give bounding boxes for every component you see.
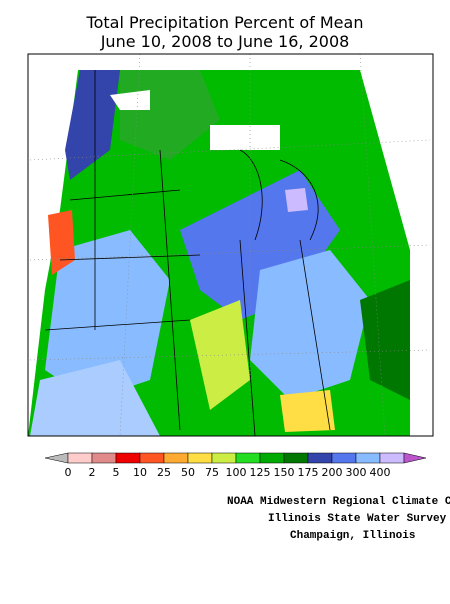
precip-region: [250, 250, 370, 400]
legend-swatch: [283, 452, 309, 464]
legend-label: 100: [226, 466, 247, 479]
no-data: [210, 125, 280, 150]
legend-swatch: [331, 452, 357, 464]
legend-swatch: [307, 452, 333, 464]
legend-label: 50: [181, 466, 195, 479]
legend-label: 200: [322, 466, 343, 479]
color-legend: 0 2 5 10 25 50 75 100 125 150 175 200 300 400: [44, 452, 427, 479]
map-subtitle: June 10, 2008 to June 16, 2008: [100, 32, 350, 51]
legend-label: 5: [113, 466, 120, 479]
credit: Illinois State Water Survey: [268, 513, 447, 525]
legend-swatch: [187, 452, 213, 464]
precip-region: [65, 70, 120, 180]
legend-label: 2: [89, 466, 96, 479]
map-frame: [27, 53, 434, 437]
precip-region: [30, 360, 160, 436]
credit: NOAA Midwestern Regional Climate Cent: [227, 496, 450, 508]
precip-region: [280, 390, 335, 432]
legend-swatch: [115, 452, 141, 464]
legend-label: 10: [133, 466, 147, 479]
legend-swatch: [355, 452, 381, 464]
map-title: Total Precipitation Percent of Mean: [86, 13, 364, 32]
legend-swatch: [91, 452, 117, 464]
legend-label: 400: [370, 466, 391, 479]
legend-label: 125: [250, 466, 271, 479]
legend-label: 300: [346, 466, 367, 479]
legend-swatch: [379, 452, 405, 464]
precip-region: [360, 280, 410, 400]
map: [27, 53, 434, 437]
no-data: [110, 90, 150, 110]
legend-swatch: [139, 452, 165, 464]
legend-swatch: [67, 452, 93, 464]
graticule: [29, 53, 431, 437]
legend-swatch: [163, 452, 189, 464]
legend-swatch: [259, 452, 285, 464]
legend-label: 75: [205, 466, 219, 479]
legend-swatch: [235, 452, 261, 464]
legend-label: 0: [65, 466, 72, 479]
precip-region: [285, 188, 308, 212]
legend-under: [44, 452, 69, 464]
legend-over: [403, 452, 427, 464]
legend-label: 25: [157, 466, 171, 479]
legend-label: 175: [298, 466, 319, 479]
boundaries: [44, 70, 331, 437]
credit: Champaign, Illinois: [290, 530, 415, 542]
precip-region: [190, 300, 250, 410]
precip-region: [48, 210, 75, 275]
legend-swatch: [211, 452, 237, 464]
legend-label: 150: [274, 466, 295, 479]
